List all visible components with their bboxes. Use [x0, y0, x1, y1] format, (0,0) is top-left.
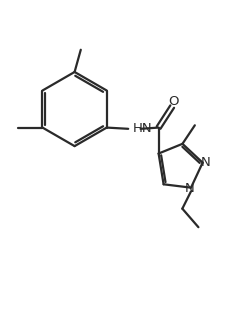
Text: N: N	[200, 156, 210, 169]
Text: HN: HN	[132, 122, 152, 135]
Text: N: N	[184, 182, 194, 195]
Text: O: O	[168, 95, 178, 108]
